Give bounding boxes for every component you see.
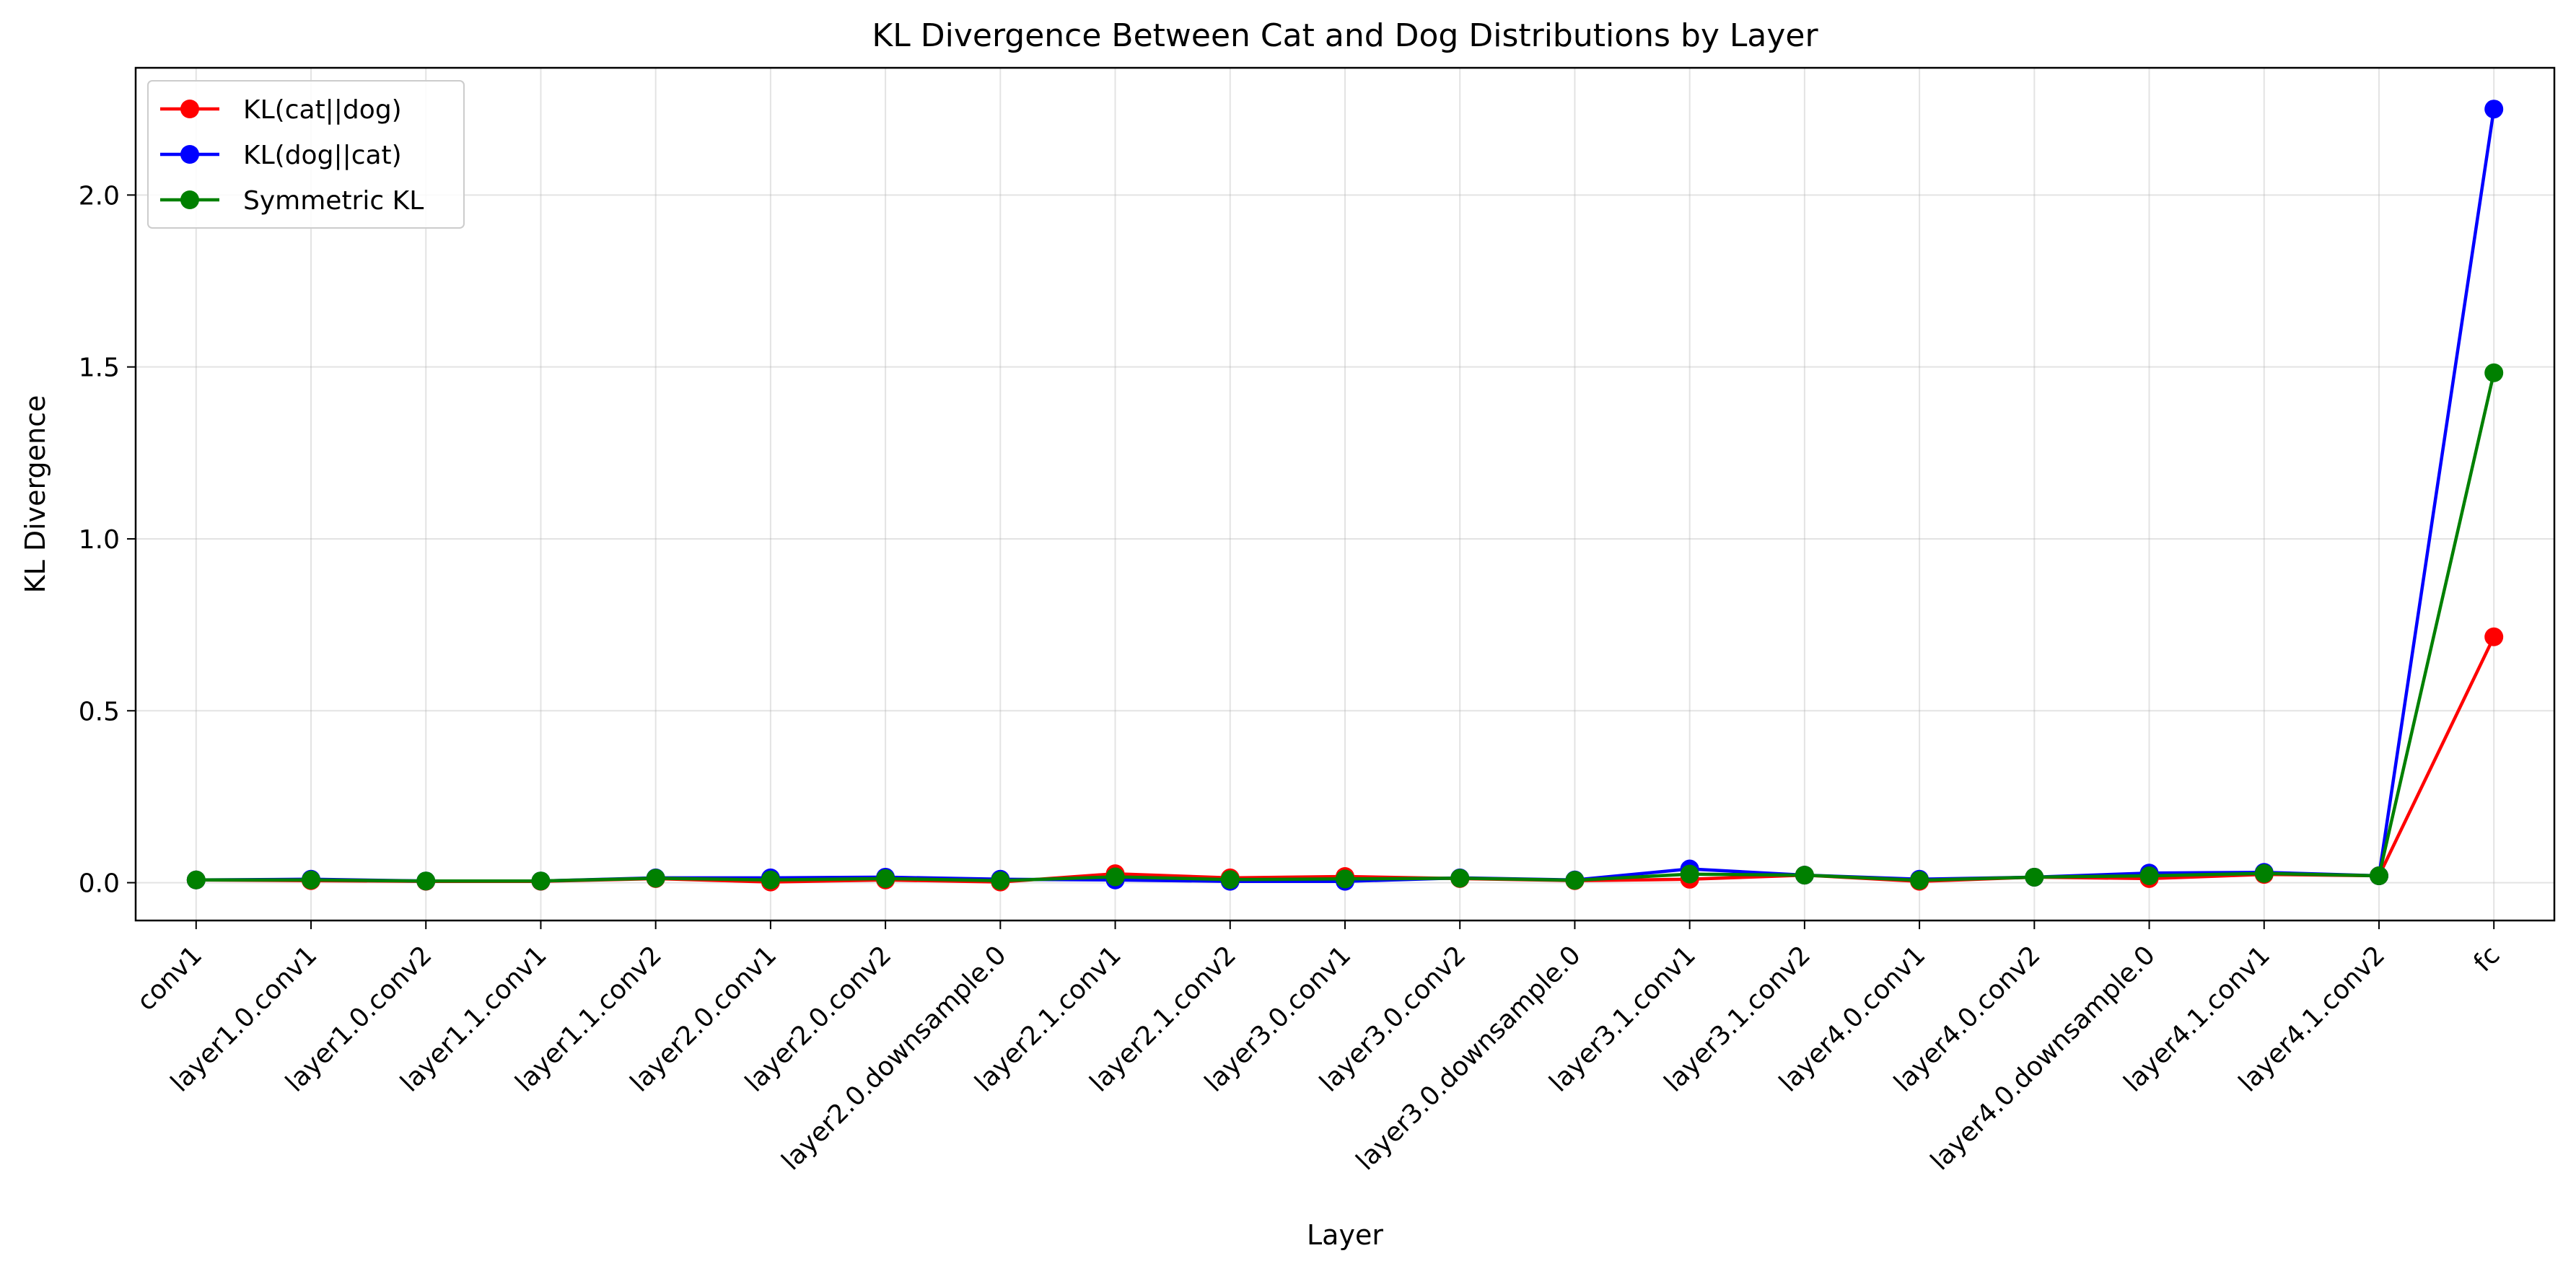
data-point <box>2254 864 2274 883</box>
legend-label: Symmetric KL <box>243 186 424 216</box>
y-tick-label: 1.0 <box>79 525 120 555</box>
chart-title: KL Divergence Between Cat and Dog Distri… <box>872 17 1818 54</box>
data-point <box>2025 867 2044 887</box>
data-point <box>2484 100 2504 119</box>
data-point <box>186 870 206 889</box>
data-point <box>2369 866 2388 886</box>
data-point <box>1910 871 1929 890</box>
data-point <box>646 869 665 888</box>
data-point <box>761 870 780 889</box>
y-tick-label: 2.0 <box>79 181 120 211</box>
legend-box <box>147 80 465 229</box>
data-point <box>531 871 551 891</box>
data-point <box>2484 627 2504 646</box>
data-point <box>302 870 321 889</box>
data-point <box>1105 867 1125 887</box>
data-point <box>2484 363 2504 382</box>
data-point <box>2139 866 2159 886</box>
data-point <box>416 871 436 891</box>
data-point <box>1220 870 1240 889</box>
y-axis-label: KL Divergence <box>19 395 51 594</box>
series-area <box>186 100 2504 892</box>
series-3 <box>186 363 2504 891</box>
legend-label: KL(dog||cat) <box>243 141 402 170</box>
legend-marker <box>180 190 199 209</box>
legend-entry: Symmetric KL <box>160 186 424 216</box>
y-tick-label: 0.5 <box>79 697 120 726</box>
legend-entry: KL(dog||cat) <box>160 141 402 170</box>
data-point <box>1450 869 1470 888</box>
data-point <box>991 871 1010 890</box>
legend-marker <box>180 145 199 164</box>
data-point <box>1680 864 1699 884</box>
data-point <box>1336 869 1354 889</box>
legend-marker <box>180 100 199 118</box>
legend: KL(cat||dog) KL(dog||cat) Symmetric KL <box>147 80 465 229</box>
y-tick-label: 0.0 <box>79 869 120 899</box>
data-point <box>876 869 895 888</box>
data-point <box>1795 866 1814 885</box>
legend-entry: KL(cat||dog) <box>160 95 402 125</box>
y-tick-label: 1.5 <box>79 353 120 383</box>
y-axis-ticks: 0.0 0.5 1.0 1.5 2.0 <box>79 181 136 899</box>
legend-label: KL(cat||dog) <box>243 95 402 125</box>
data-point <box>1565 871 1585 890</box>
x-axis-label: Layer <box>1307 1219 1383 1251</box>
